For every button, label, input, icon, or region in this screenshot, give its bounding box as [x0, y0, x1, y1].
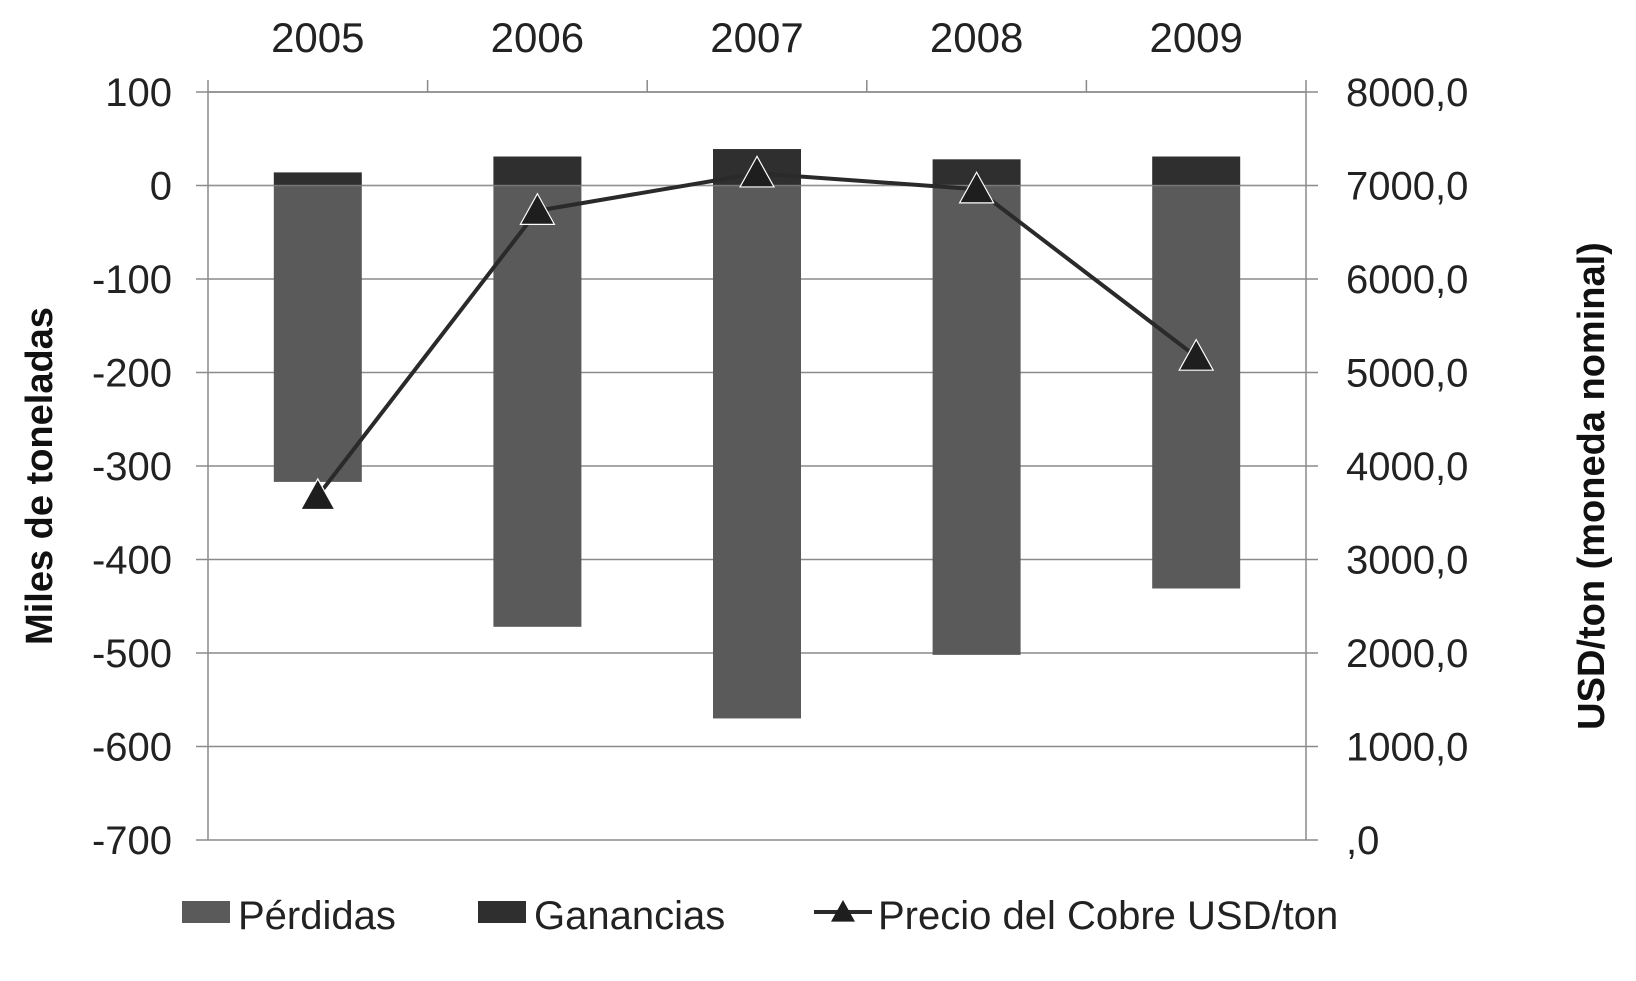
bar-ganancias — [493, 156, 582, 186]
legend-label: Ganancias — [534, 894, 725, 938]
y-tick-label: -300 — [92, 445, 172, 489]
y-tick-label: -700 — [92, 819, 172, 863]
price-marker — [519, 192, 556, 225]
y2-tick-label: 5000,0 — [1346, 352, 1468, 396]
y-tick-label: -400 — [92, 539, 172, 583]
bar-perdidas — [273, 185, 362, 482]
axes: 100 0 -100 -200 -300 -400 -500 -600 -700 8000,0 70… — [92, 14, 1468, 863]
price-line-layer — [299, 155, 1215, 511]
y2-tick-label: 1000,0 — [1346, 726, 1468, 770]
y-tick-label: 0 — [150, 165, 172, 209]
y-tick-label: -500 — [92, 632, 172, 676]
y2-tick-label: 8000,0 — [1346, 71, 1468, 115]
bar-perdidas — [932, 185, 1021, 655]
x-tick-label: 2009 — [1149, 14, 1242, 61]
y2-tick-label: 4000,0 — [1346, 445, 1468, 489]
y-tick-label: -100 — [92, 258, 172, 302]
y-tick-label: -200 — [92, 352, 172, 396]
bar-perdidas — [713, 185, 801, 719]
legend-swatch — [478, 901, 526, 923]
legend-swatch — [182, 901, 230, 923]
y-axis-title: Miles de toneladas — [19, 307, 61, 645]
x-tick-label: 2008 — [930, 14, 1023, 61]
x-tick-label: 2005 — [271, 14, 364, 61]
y2-axis-title: USD/ton (moneda nominal) — [1571, 242, 1613, 730]
bar-perdidas — [1152, 185, 1241, 589]
legend-marker — [831, 900, 855, 922]
bar-perdidas — [493, 185, 582, 627]
bar-ganancias — [273, 172, 362, 186]
labels: Miles de toneladas USD/ton (moneda nomin… — [19, 242, 1613, 730]
price-marker — [958, 171, 995, 204]
y-tick-label: 100 — [105, 71, 172, 115]
legend-label: Pérdidas — [238, 894, 396, 938]
legend: Pérdidas Ganancias Precio del Cobre USD/to… — [182, 894, 1338, 938]
y2-tick-label: 3000,0 — [1346, 539, 1468, 583]
y2-tick-label: 6000,0 — [1346, 258, 1468, 302]
bar-ganancias — [1152, 156, 1241, 186]
legend-label: Precio del Cobre USD/ton — [878, 894, 1338, 938]
y-tick-label: -600 — [92, 726, 172, 770]
y2-tick-label: ,0 — [1346, 819, 1379, 863]
price-marker — [738, 155, 776, 188]
x-tick-label: 2006 — [491, 14, 584, 61]
y2-tick-label: 2000,0 — [1346, 632, 1468, 676]
price-marker — [1178, 338, 1215, 371]
price-marker — [299, 477, 336, 511]
y2-tick-label: 7000,0 — [1346, 165, 1468, 209]
bars — [208, 149, 1306, 719]
x-tick-label: 2007 — [710, 14, 803, 61]
